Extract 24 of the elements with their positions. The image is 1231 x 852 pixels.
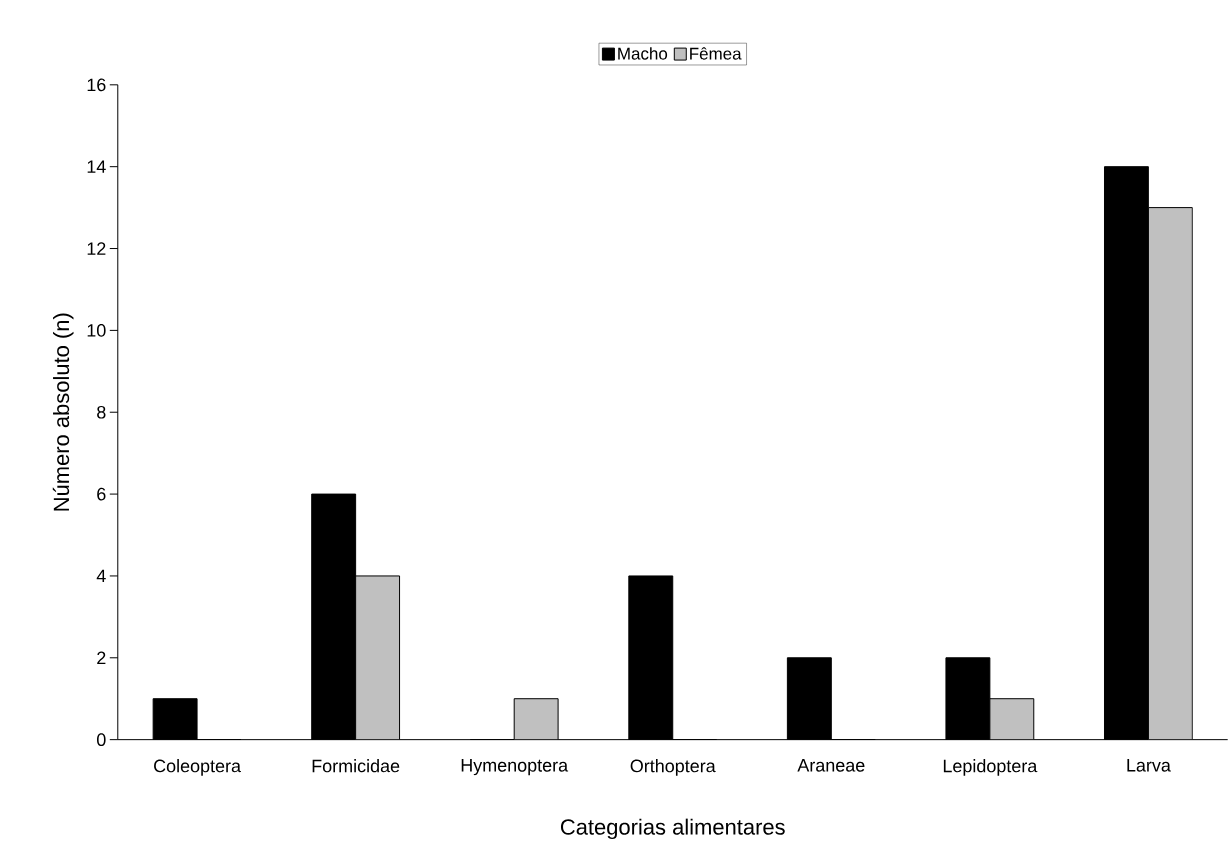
bar xyxy=(1147,206,1193,740)
y-tick-label: 14 xyxy=(87,160,106,173)
x-tick-label: Lepidoptera xyxy=(943,758,1038,776)
y-tick-label: 8 xyxy=(97,405,106,419)
x-tick-label: Araneae xyxy=(797,758,865,772)
x-tick-label: Hymenoptera xyxy=(461,758,569,775)
y-tick-label: 6 xyxy=(97,487,106,501)
y-tick-label: 12 xyxy=(87,242,106,255)
y-tick-label: 2 xyxy=(97,651,106,664)
y-tick-label: 16 xyxy=(87,78,106,91)
y-tick-label: 10 xyxy=(87,323,106,337)
y-tick-label: 4 xyxy=(96,569,106,582)
x-axis-title: Categorias alimentares xyxy=(560,818,785,839)
x-tick-label: Formicidae xyxy=(312,758,400,773)
bar xyxy=(989,698,1034,740)
x-tick-label: Orthoptera xyxy=(630,758,716,776)
bar xyxy=(514,698,559,740)
y-axis-title: Número absoluto (n) xyxy=(52,313,74,511)
bar xyxy=(355,575,400,740)
x-tick-label: Coleoptera xyxy=(154,758,242,776)
legend-label: Fêmea xyxy=(690,46,742,60)
legend-label: Macho xyxy=(618,46,668,60)
y-tick-label: 0 xyxy=(97,733,106,746)
x-tick-label: Larva xyxy=(1127,758,1171,772)
